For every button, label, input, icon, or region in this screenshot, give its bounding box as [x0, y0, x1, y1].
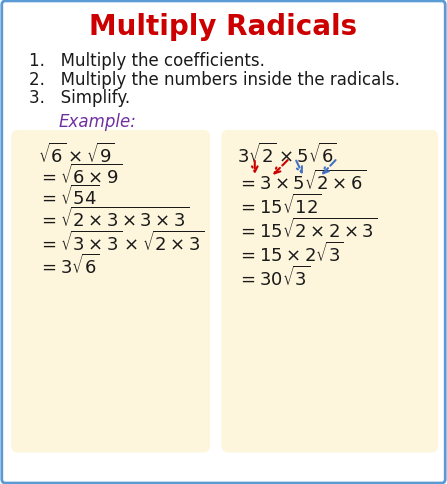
Text: $=\sqrt{2\times3\times3\times3}$: $=\sqrt{2\times3\times3\times3}$	[38, 207, 189, 231]
FancyBboxPatch shape	[221, 131, 438, 453]
Text: Multiply Radicals: Multiply Radicals	[89, 13, 358, 41]
Text: $=30\sqrt{3}$: $=30\sqrt{3}$	[237, 265, 310, 289]
Text: 1.   Multiply the coefficients.: 1. Multiply the coefficients.	[29, 51, 265, 70]
Text: Example:: Example:	[58, 113, 136, 131]
Text: $=3\times5\sqrt{2\times6}$: $=3\times5\sqrt{2\times6}$	[237, 170, 366, 194]
Text: $=15\sqrt{12}$: $=15\sqrt{12}$	[237, 194, 322, 218]
Text: $=3\sqrt{6}$: $=3\sqrt{6}$	[38, 253, 100, 277]
Text: $=\sqrt{6\times9}$: $=\sqrt{6\times9}$	[38, 163, 122, 187]
Text: 2.   Multiply the numbers inside the radicals.: 2. Multiply the numbers inside the radic…	[29, 70, 400, 89]
Text: $\sqrt{6}\times\sqrt{9}$: $\sqrt{6}\times\sqrt{9}$	[38, 143, 115, 167]
Text: $=15\times2\sqrt{3}$: $=15\times2\sqrt{3}$	[237, 241, 344, 265]
Text: $=\sqrt{54}$: $=\sqrt{54}$	[38, 184, 100, 209]
Text: $=\sqrt{3\times3}\times\sqrt{2\times3}$: $=\sqrt{3\times3}\times\sqrt{2\times3}$	[38, 230, 204, 254]
Text: 3.   Simplify.: 3. Simplify.	[29, 89, 130, 107]
Text: $=15\sqrt{2\times2\times3}$: $=15\sqrt{2\times2\times3}$	[237, 217, 377, 242]
FancyBboxPatch shape	[11, 131, 210, 453]
Text: $3\sqrt{2}\times5\sqrt{6}$: $3\sqrt{2}\times5\sqrt{6}$	[237, 143, 337, 167]
